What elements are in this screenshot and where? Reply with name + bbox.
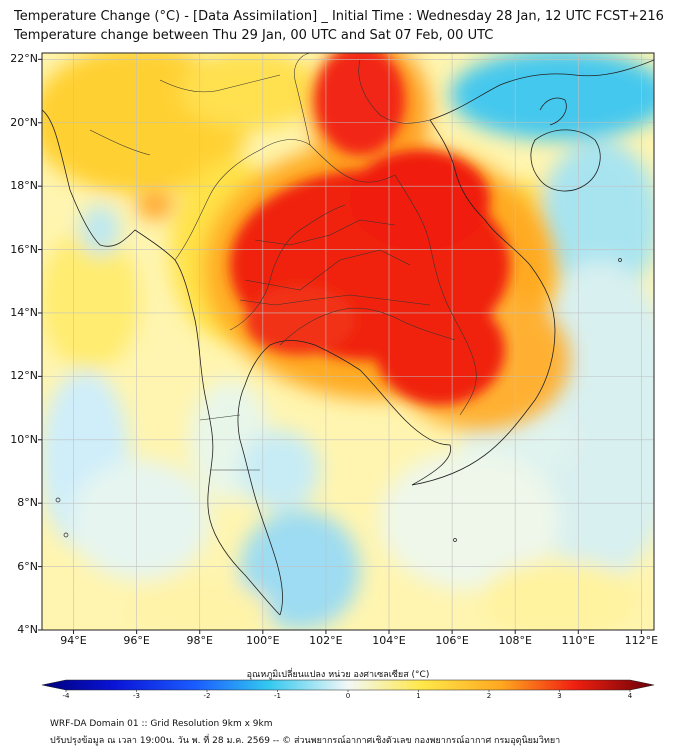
latitude-tick-label: 10°N	[10, 432, 38, 446]
longitude-tick-label: 110°E	[561, 634, 595, 647]
colorbar-label: อุณหภูมิเปลี่ยนแปลง หน่วย องศาเซลเซียส (…	[246, 670, 430, 680]
temperature-field	[42, 53, 654, 630]
longitude-tick-label: 96°E	[123, 634, 150, 647]
plot-frame	[41, 52, 655, 631]
longitude-tick-label: 94°E	[60, 634, 87, 647]
longitude-tick-label: 100°E	[246, 634, 280, 647]
latitude-tick-label: 12°N	[10, 369, 38, 383]
latitude-tick-label: 8°N	[17, 496, 38, 510]
colorbar-tick-label: 4	[627, 692, 633, 700]
latitude-tick-label: 4°N	[17, 623, 38, 636]
latitude-tick-label: 18°N	[10, 179, 38, 193]
colorbar-tick-label: 1	[416, 692, 421, 700]
colorbar-tick-label: -4	[62, 692, 70, 700]
colorbar-tick-label: -1	[274, 692, 281, 700]
longitude-tick-label: 104°E	[372, 634, 406, 647]
chart-subtitle: Temperature change between Thu 29 Jan, 0…	[14, 28, 494, 43]
longitude-tick-label: 112°E	[624, 634, 659, 647]
borders	[89, 53, 477, 471]
colorbar-tick-label: -3	[133, 692, 140, 700]
update-credit: ปรับปรุงข้อมูล ณ เวลา 19:00น. วัน พ. ที่…	[50, 736, 561, 746]
longitude-tick-label: 108°E	[498, 634, 532, 647]
coastlines	[42, 59, 654, 616]
longitude-tick-label: 106°E	[435, 634, 469, 647]
longitude-tick-label: 102°E	[309, 634, 343, 647]
longitude-tick-label: 98°E	[186, 634, 213, 647]
colorbar-tick-label: 0	[345, 692, 351, 700]
latitude-tick-label: 6°N	[17, 559, 38, 573]
latitude-tick-label: 16°N	[10, 242, 38, 256]
model-info: WRF-DA Domain 01 :: Grid Resolution 9km …	[50, 719, 273, 729]
colorbar-tick-label: 2	[486, 692, 492, 700]
latitude-tick-label: 20°N	[10, 115, 38, 129]
latitude-tick-label: 22°N	[10, 52, 38, 66]
latitude-tick-label: 14°N	[10, 305, 38, 319]
chart-title: Temperature Change (°C) - [Data Assimila…	[14, 9, 664, 24]
colorbar-tick-label: 3	[557, 692, 562, 700]
colorbar-tick-label: -2	[203, 692, 211, 700]
